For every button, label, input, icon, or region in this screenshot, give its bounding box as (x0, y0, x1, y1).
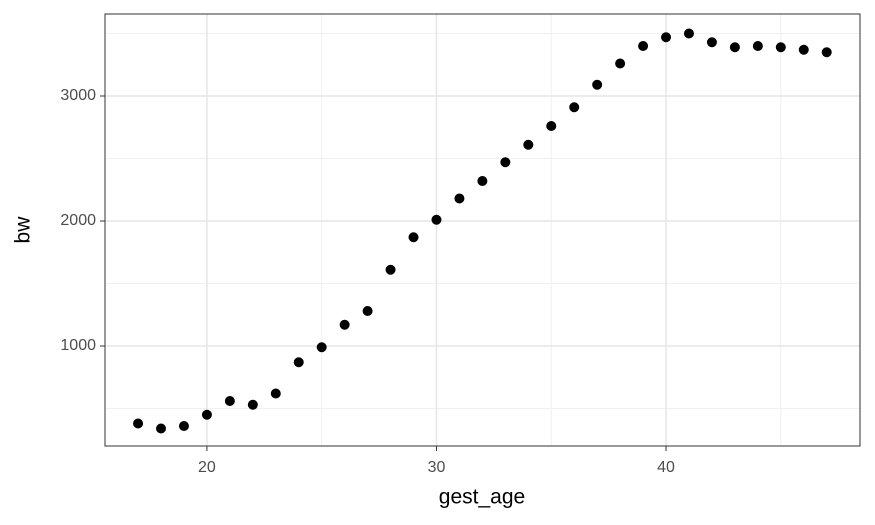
x-tick-label: 20 (198, 459, 216, 476)
point (247, 399, 258, 410)
point (385, 264, 396, 275)
point (339, 319, 350, 330)
point (156, 423, 167, 434)
y-tick-label: 1000 (60, 337, 96, 354)
point (661, 32, 672, 43)
point (270, 388, 281, 399)
point (546, 121, 557, 131)
point (224, 396, 235, 406)
point (752, 41, 763, 51)
point (638, 41, 649, 51)
point (798, 44, 809, 55)
point (201, 409, 212, 420)
point (431, 214, 442, 225)
y-tick-label: 2000 (60, 212, 96, 229)
point (683, 28, 694, 39)
point (408, 232, 419, 243)
point (477, 176, 488, 186)
y-axis-title: bw (12, 216, 35, 244)
point (454, 193, 465, 204)
point (362, 306, 373, 316)
point (775, 42, 786, 53)
panel-border (104, 13, 861, 447)
point (133, 418, 144, 429)
point (523, 139, 534, 150)
point (592, 79, 603, 90)
point (729, 42, 740, 53)
x-axis-title: gest_age (439, 486, 525, 509)
point (500, 157, 511, 168)
point (178, 421, 189, 431)
y-tick-label: 3000 (60, 87, 96, 104)
point (569, 102, 580, 113)
point (821, 47, 832, 58)
point (316, 342, 327, 353)
point (615, 58, 626, 69)
point (706, 37, 717, 48)
x-tick-label: 40 (657, 459, 675, 476)
x-tick-label: 30 (428, 459, 446, 476)
point (293, 357, 304, 368)
